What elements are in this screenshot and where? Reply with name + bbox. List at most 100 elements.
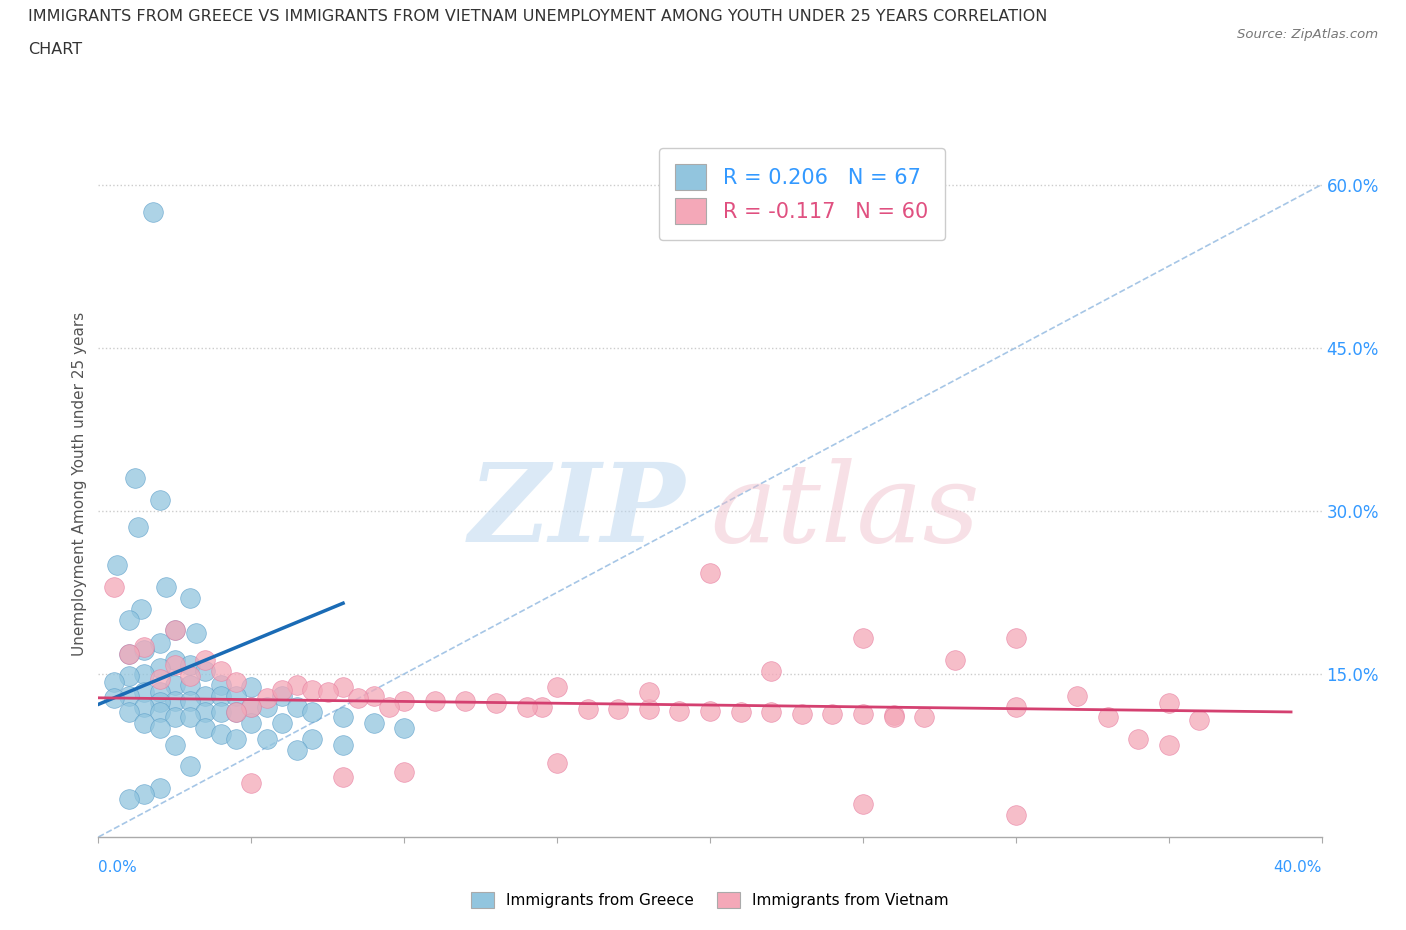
Point bbox=[149, 661, 172, 676]
Point bbox=[423, 694, 446, 709]
Point bbox=[378, 699, 401, 714]
Point bbox=[301, 732, 323, 747]
Point bbox=[1157, 737, 1180, 752]
Point bbox=[142, 205, 165, 219]
Point bbox=[124, 471, 146, 485]
Point bbox=[301, 705, 323, 720]
Point bbox=[134, 639, 156, 654]
Point bbox=[316, 684, 339, 699]
Text: IMMIGRANTS FROM GREECE VS IMMIGRANTS FROM VIETNAM UNEMPLOYMENT AMONG YOUTH UNDER: IMMIGRANTS FROM GREECE VS IMMIGRANTS FRO… bbox=[28, 9, 1047, 24]
Point bbox=[103, 579, 125, 594]
Point bbox=[270, 688, 292, 703]
Point bbox=[883, 710, 905, 724]
Point bbox=[485, 696, 508, 711]
Point bbox=[149, 684, 172, 699]
Point bbox=[179, 669, 201, 684]
Point bbox=[852, 631, 875, 645]
Point bbox=[118, 791, 141, 806]
Point bbox=[883, 708, 905, 723]
Point bbox=[1004, 699, 1026, 714]
Point bbox=[194, 705, 217, 720]
Point bbox=[270, 715, 292, 730]
Point bbox=[134, 786, 156, 801]
Text: atlas: atlas bbox=[710, 458, 980, 565]
Point bbox=[225, 705, 247, 720]
Point bbox=[163, 677, 186, 692]
Point bbox=[363, 688, 385, 703]
Point bbox=[363, 715, 385, 730]
Point bbox=[240, 699, 263, 714]
Point bbox=[134, 715, 156, 730]
Text: ZIP: ZIP bbox=[470, 458, 686, 565]
Point bbox=[821, 707, 844, 722]
Point bbox=[149, 780, 172, 795]
Point bbox=[209, 663, 232, 678]
Point bbox=[134, 643, 156, 658]
Point bbox=[852, 707, 875, 722]
Point bbox=[186, 625, 208, 640]
Point bbox=[392, 694, 416, 709]
Point bbox=[134, 684, 156, 699]
Point bbox=[1004, 631, 1026, 645]
Point bbox=[103, 690, 125, 705]
Point bbox=[516, 699, 538, 714]
Point bbox=[912, 710, 935, 724]
Point bbox=[332, 770, 354, 785]
Point bbox=[699, 703, 721, 718]
Point bbox=[179, 677, 201, 692]
Point bbox=[149, 636, 172, 651]
Point bbox=[576, 701, 599, 716]
Text: 0.0%: 0.0% bbox=[98, 860, 138, 875]
Point bbox=[134, 667, 156, 682]
Point bbox=[194, 663, 217, 678]
Point bbox=[129, 601, 152, 616]
Point bbox=[149, 695, 172, 710]
Point bbox=[118, 705, 141, 720]
Point bbox=[209, 705, 232, 720]
Point bbox=[852, 797, 875, 812]
Point bbox=[270, 683, 292, 698]
Point bbox=[163, 710, 186, 724]
Point bbox=[134, 699, 156, 714]
Point bbox=[118, 669, 141, 684]
Point bbox=[118, 647, 141, 662]
Point bbox=[240, 776, 263, 790]
Point bbox=[149, 721, 172, 736]
Point bbox=[637, 684, 661, 699]
Point bbox=[118, 612, 141, 627]
Point bbox=[546, 755, 568, 770]
Point bbox=[759, 663, 782, 678]
Point bbox=[118, 688, 141, 703]
Point bbox=[209, 688, 232, 703]
Point bbox=[194, 652, 217, 667]
Point bbox=[332, 680, 354, 695]
Point bbox=[163, 623, 186, 638]
Point bbox=[179, 710, 201, 724]
Point bbox=[256, 732, 278, 747]
Point bbox=[149, 493, 172, 508]
Point bbox=[1188, 712, 1211, 727]
Point bbox=[225, 732, 247, 747]
Point bbox=[285, 699, 308, 714]
Point bbox=[118, 647, 141, 662]
Point bbox=[127, 520, 149, 535]
Point bbox=[256, 690, 278, 705]
Text: 40.0%: 40.0% bbox=[1274, 860, 1322, 875]
Point bbox=[149, 705, 172, 720]
Point bbox=[392, 721, 416, 736]
Point bbox=[225, 705, 247, 720]
Point bbox=[546, 680, 568, 695]
Point bbox=[347, 690, 370, 705]
Point bbox=[240, 680, 263, 695]
Point bbox=[730, 705, 752, 720]
Point bbox=[163, 658, 186, 672]
Point bbox=[607, 701, 630, 716]
Point bbox=[163, 652, 186, 667]
Point bbox=[1128, 732, 1150, 747]
Point bbox=[943, 652, 966, 667]
Point bbox=[149, 671, 172, 686]
Point bbox=[194, 721, 217, 736]
Point bbox=[256, 699, 278, 714]
Point bbox=[240, 715, 263, 730]
Point bbox=[1157, 696, 1180, 711]
